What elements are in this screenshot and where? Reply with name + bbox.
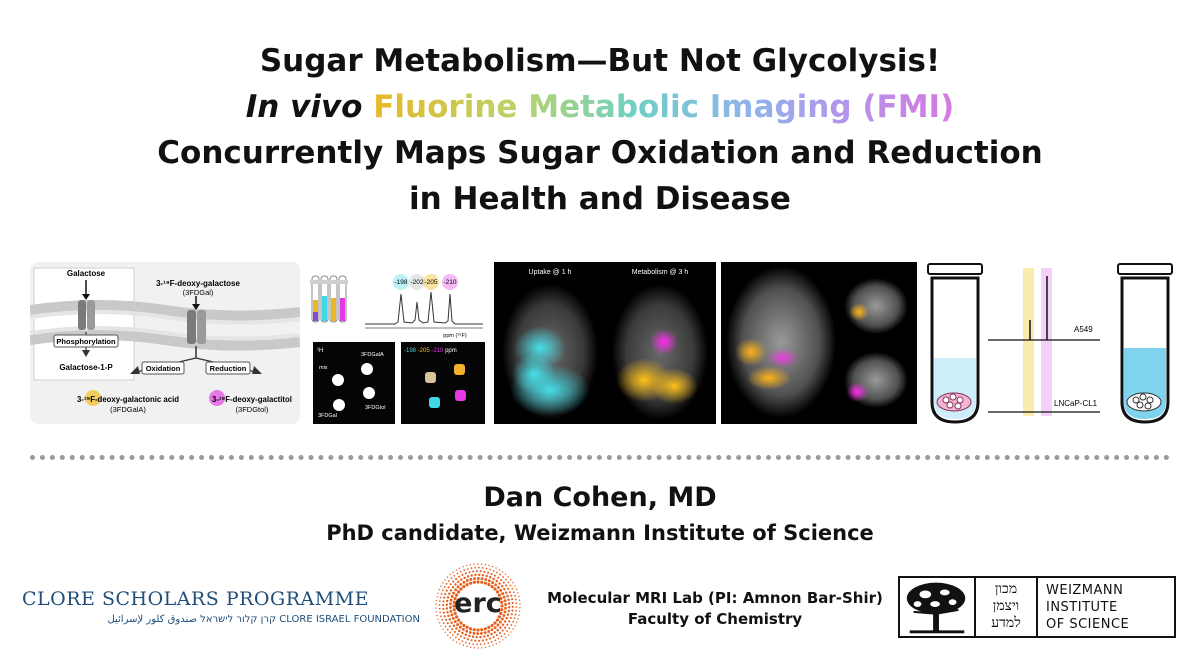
a549-label: A549	[1074, 325, 1093, 334]
nmr-panel: -198 -202 -205 -210 ppm (¹⁹F) ¹H mix 3FD…	[305, 262, 490, 424]
cell-spectra: A549 LNCaP-CL1	[988, 268, 1100, 416]
dotted-divider	[30, 455, 1170, 460]
nmr-spectrum: -198 -202 -205 -210 ppm (¹⁹F)	[365, 274, 483, 339]
erc-logo: erc	[432, 560, 524, 652]
title-in-vivo: In vivo	[245, 89, 363, 125]
author-name: Dan Cohen, MD	[483, 482, 717, 513]
tube-icon	[927, 263, 983, 424]
tube-icon	[1117, 263, 1173, 424]
weizmann-logo: מכון ויצמן למדע WEIZMANN INSTITUTE OF SC…	[898, 576, 1176, 638]
nmr-peak-label: -202	[410, 279, 423, 286]
oxidation-label: Oxidation	[146, 364, 181, 373]
title-line-4: in Health and Disease	[409, 181, 791, 217]
metabolism-label: Metabolism @ 3 h	[632, 269, 689, 276]
title-fmi: Fluorine Metabolic Imaging (FMI)	[373, 89, 955, 125]
f-peaks-label: -198 -205 -210 ppm	[404, 348, 457, 354]
author-affiliation: PhD candidate, Weizmann Institute of Sci…	[326, 521, 874, 545]
tree-icon	[900, 578, 976, 636]
lab-name: Molecular MRI Lab (PI: Amnon Bar-Shir)	[547, 589, 883, 607]
fdgala-label: 3FDGalA	[361, 352, 384, 358]
erc-logo-text: erc	[454, 588, 502, 619]
fdgtol-label: 3FDGtol	[365, 405, 385, 411]
nmr-peak-label: -210	[443, 279, 456, 286]
fdgal-label: 3-¹⁹F-deoxy-galactose	[156, 279, 240, 288]
title-block: Sugar Metabolism—But Not Glycolysis! In …	[0, 38, 1200, 222]
test-tubes-icon	[310, 275, 348, 323]
mri-panel: Uptake @ 1 h Metabolism @ 3 h	[494, 262, 716, 424]
galactose-label: Galactose	[67, 269, 106, 278]
clore-logo-sub: קרן קלור לישראל صندوق كلور لإسرائيل CLOR…	[107, 614, 420, 625]
nmr-peak-label: -205	[424, 279, 437, 286]
mri-ct-panel	[721, 262, 917, 424]
lab-faculty: Faculty of Chemistry	[627, 610, 803, 628]
galactose-1p-label: Galactose-1-P	[59, 363, 113, 372]
tol-abbr: (3FDGtol)	[236, 405, 269, 414]
phosphorylation-label: Phosphorylation	[56, 337, 116, 346]
nmr-peak-label: -198	[394, 279, 407, 286]
weizmann-name: WEIZMANN INSTITUTE OF SCIENCE	[1046, 583, 1130, 632]
acid-label: 3-¹⁹F-deoxy-galactonic acid	[77, 395, 179, 404]
clore-logo-name: CLORE SCHOLARS PROGRAMME	[22, 588, 369, 610]
title-line-2: In vivo Fluorine Metabolic Imaging (FMI)	[0, 84, 1200, 130]
nmr-axis-label: ppm (¹⁹F)	[443, 332, 467, 339]
weizmann-hebrew: מכון ויצמן למדע	[976, 578, 1038, 636]
cell-panel: A549 LNCaP-CL1	[924, 262, 1174, 428]
fdgal-phantom-label: 3FDGal	[318, 413, 337, 419]
mix-label: mix	[319, 365, 328, 371]
fdgal-abbr: (3FDGal)	[183, 288, 214, 297]
lncap-label: LNCaP-CL1	[1054, 399, 1098, 408]
reduction-label: Reduction	[210, 364, 247, 373]
title-line-3: Concurrently Maps Sugar Oxidation and Re…	[157, 135, 1043, 171]
erc-burst-icon	[435, 563, 521, 649]
title-line-1: Sugar Metabolism—But Not Glycolysis!	[259, 43, 941, 79]
pathway-diagram: Galactose Phosphorylation Galactose-1-P …	[30, 262, 300, 424]
acid-abbr: (3FDGalA)	[110, 405, 146, 414]
uptake-label: Uptake @ 1 h	[529, 269, 572, 276]
h1-label: ¹H	[317, 348, 323, 354]
tol-label: 3-¹⁹F-deoxy-galactitol	[212, 395, 292, 404]
